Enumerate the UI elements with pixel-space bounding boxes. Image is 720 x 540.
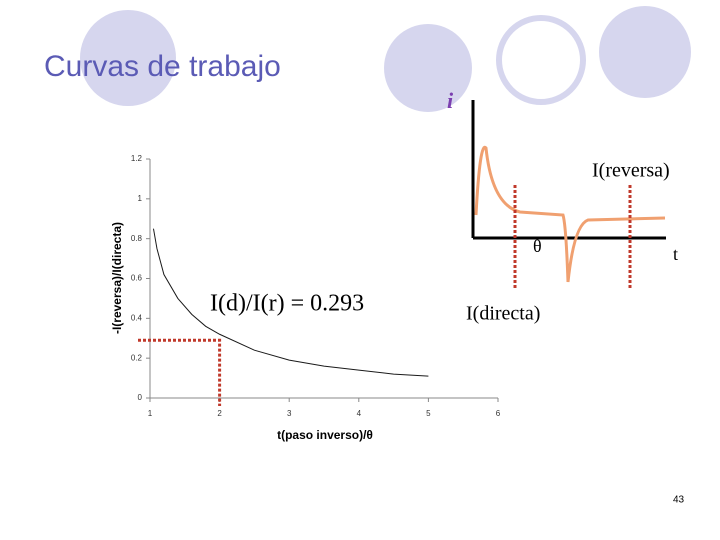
y-tick-label: 1.2 <box>131 154 143 163</box>
diagram: i I(reversa) I(directa) θ t <box>447 88 678 325</box>
y-tick-label: 0.4 <box>131 313 143 322</box>
decoration <box>80 6 691 112</box>
reversa-label: I(reversa) <box>592 160 670 182</box>
page-number: 43 <box>673 495 685 506</box>
y-tick-label: 0 <box>138 393 143 402</box>
x-tick-label: 4 <box>357 409 362 418</box>
x-tick-label: 5 <box>426 409 431 418</box>
x-tick-label: 2 <box>217 409 222 418</box>
line-series <box>152 228 429 377</box>
y-tick-label: 0.2 <box>131 353 143 362</box>
x-tick-label: 6 <box>496 409 501 418</box>
y-axis-label: -I(reversa)/I(directa) <box>110 222 124 334</box>
current-label: i <box>447 88 454 113</box>
y-tick-label: 0.6 <box>131 274 143 283</box>
annotation: I(d)/I(r) = 0.293 <box>210 291 364 317</box>
time-label: t <box>673 244 678 264</box>
y-tick-label: 0.8 <box>131 234 143 243</box>
theta-label: θ <box>533 236 542 256</box>
x-tick-label: 3 <box>287 409 292 418</box>
directa-label: I(directa) <box>466 303 540 325</box>
x-axis-label: t(paso inverso)/θ <box>277 428 373 442</box>
y-tick-label: 1 <box>138 194 143 203</box>
x-tick-label: 1 <box>148 409 153 418</box>
slide-title: Curvas de trabajo <box>44 50 281 83</box>
reference-line <box>138 338 222 406</box>
